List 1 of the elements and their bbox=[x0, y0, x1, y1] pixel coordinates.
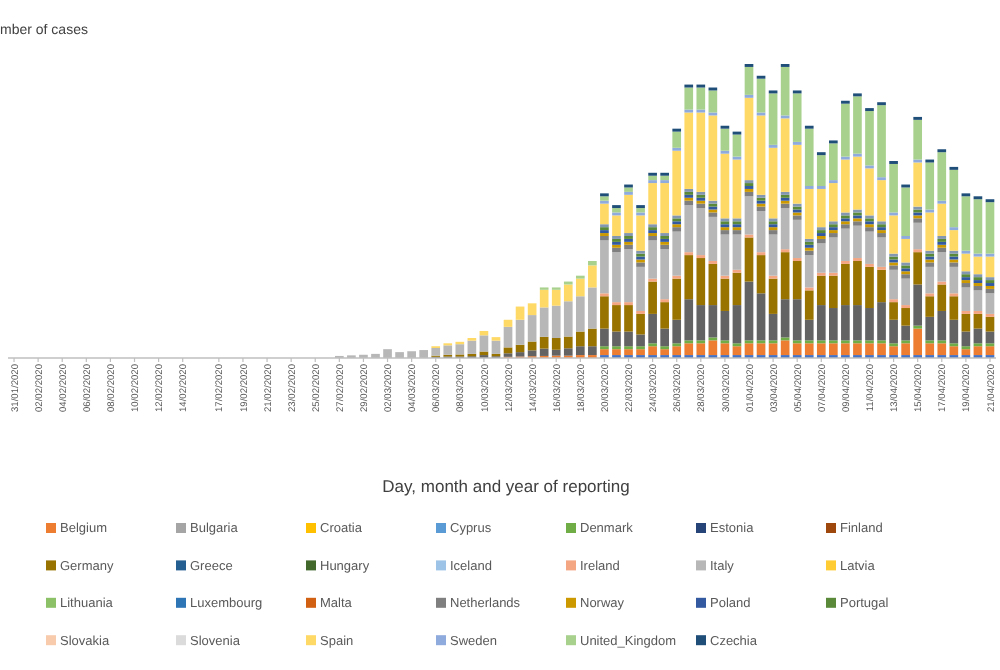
x-axis-title: Day, month and year of reporting bbox=[382, 476, 631, 496]
